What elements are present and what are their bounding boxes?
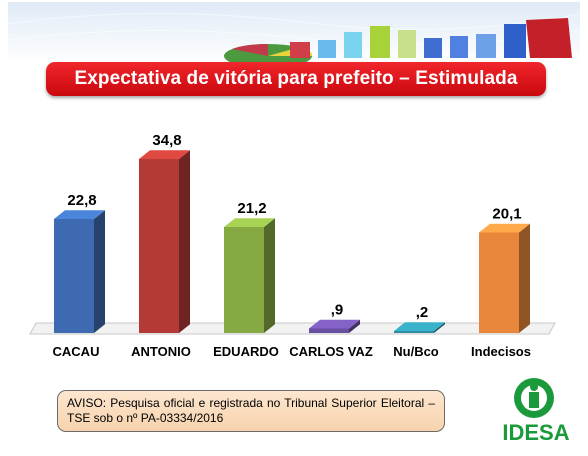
banner-bars-icon [290, 18, 572, 58]
category-label: Nu/Bco [393, 344, 439, 359]
idesa-logo: IDESA [502, 378, 570, 445]
category-label: CARLOS VAZ [289, 344, 373, 359]
category-label: ANTONIO [131, 344, 191, 359]
bar-eduardo [224, 218, 275, 333]
value-label: 21,2 [237, 200, 266, 217]
value-label: 22,8 [67, 192, 96, 209]
bar-carlos-vaz [309, 319, 360, 333]
bar-indecisos [479, 223, 530, 333]
category-label: CACAU [53, 344, 100, 359]
bar-cacau [54, 210, 105, 333]
legal-notice: AVISO: Pesquisa oficial e registrada no … [57, 390, 445, 432]
header-banner [7, 2, 581, 68]
chart-title: Expectativa de vitória para prefeito – E… [46, 62, 546, 96]
bar-nu-bco [394, 322, 445, 333]
chart-floor [29, 322, 556, 335]
bar-antonio [139, 150, 190, 333]
category-label: Indecisos [471, 344, 531, 359]
idesa-logo-text: IDESA [502, 420, 569, 445]
category-label: EDUARDO [213, 344, 279, 359]
value-label: 34,8 [152, 132, 181, 149]
idesa-logo-icon [514, 378, 554, 418]
value-label: 20,1 [492, 206, 521, 223]
bar-chart: 22,8 34,8 21,2 ,9 ,2 20,1 CACAU ANTONIO EDUARDO… [29, 132, 556, 359]
value-label: ,2 [416, 304, 429, 321]
value-label: ,9 [331, 302, 344, 319]
